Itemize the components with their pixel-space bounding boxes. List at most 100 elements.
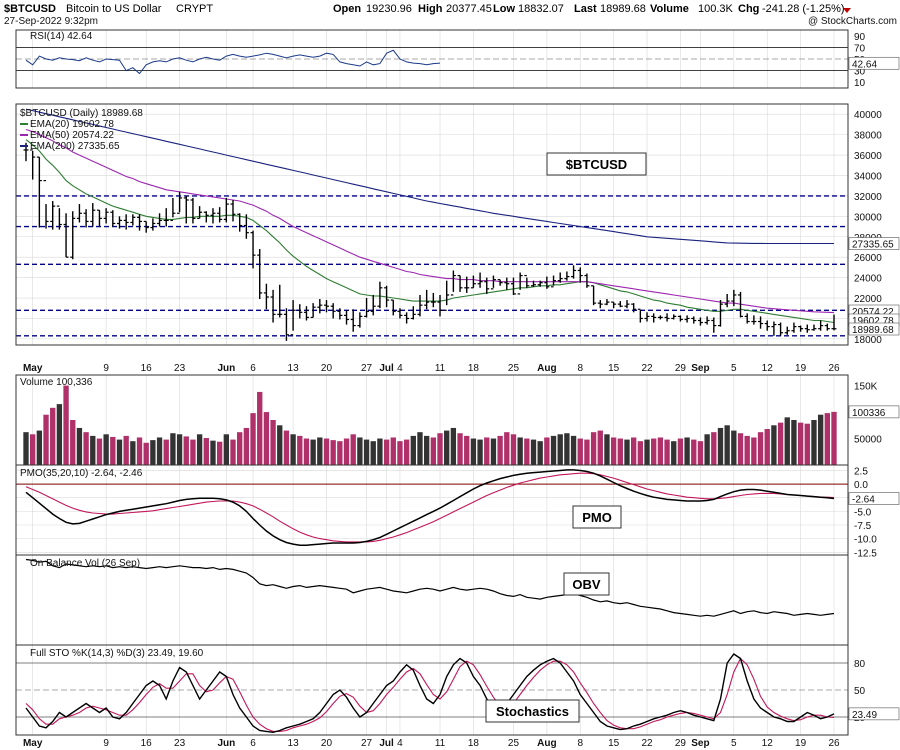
price-ytick: 36000 <box>854 151 882 162</box>
ema-line-0 <box>25 139 835 324</box>
volume-bar <box>437 433 443 465</box>
x-tick-label: 20 <box>321 738 333 749</box>
volume-bar <box>196 434 203 465</box>
volume-bar <box>123 435 129 465</box>
x-tick-label: 23 <box>174 738 186 749</box>
x-tick-label: Jun <box>217 738 235 749</box>
volume-bar <box>610 437 617 465</box>
legend-entry: EMA(50) 20574.22 <box>30 130 114 141</box>
volume-bar <box>83 432 89 465</box>
x-tick-label: 16 <box>141 363 153 374</box>
volume-bar <box>243 427 250 465</box>
rsi-ytick: 90 <box>854 32 866 43</box>
volume-bar <box>383 439 390 465</box>
volume-bar <box>524 438 530 465</box>
low-value: 18832.07 <box>518 3 564 15</box>
x-tick-label: Sep <box>691 738 709 749</box>
volume-bar <box>143 442 149 465</box>
volume-bar <box>544 437 550 465</box>
volume-bar <box>423 435 430 465</box>
x-tick-label: 26 <box>828 363 840 374</box>
price-ytick: 18000 <box>854 335 882 346</box>
volume-bar <box>557 434 563 465</box>
volume-bar <box>724 425 730 465</box>
volume-bar <box>297 435 303 465</box>
volume-bar <box>737 433 744 465</box>
volume-bar <box>190 439 196 465</box>
price-ytick: 38000 <box>854 131 882 142</box>
volume-bar <box>30 434 36 465</box>
volume-bar <box>176 434 183 465</box>
volume-bar <box>116 439 123 465</box>
volume-bar <box>711 432 717 465</box>
volume-bar <box>156 437 163 465</box>
volume-bar <box>484 437 490 465</box>
pmo-ytick: -10.0 <box>854 535 877 546</box>
datetime: 27-Sep-2022 9:32pm <box>4 16 98 27</box>
sto-last-badge-box <box>848 707 900 721</box>
chart-header: $BTCUSD Bitcoin to US Dollar CRYPT 27-Se… <box>4 3 897 27</box>
x-tick-label: 12 <box>762 363 774 374</box>
pmo-label-box: PMO <box>582 510 612 525</box>
volume-panel: Volume 100,336150K100K50000 <box>20 375 882 465</box>
sto-label-box-box <box>485 699 580 723</box>
x-tick-label: Aug <box>537 738 556 749</box>
volume-bar <box>317 437 323 465</box>
x-tick-label: 8 <box>577 738 583 749</box>
x-tick-label: 19 <box>795 738 807 749</box>
volume-bar <box>323 438 330 465</box>
x-tick-label: 9 <box>103 738 109 749</box>
x-tick-label: 27 <box>361 363 373 374</box>
pmo-ytick: -5.0 <box>854 507 872 518</box>
chg-label: Chg <box>738 3 759 15</box>
volume-bar <box>697 441 704 465</box>
volume-title: Volume 100,336 <box>20 377 93 388</box>
rsi-ytick: 70 <box>854 43 866 54</box>
volume-bar <box>751 437 757 465</box>
pmo-signal-line <box>25 472 835 543</box>
sto-panel: Full STO %K(14,3) %D(3) 23.49, 19.60 80 50… <box>16 645 866 735</box>
high-label: High <box>418 3 443 15</box>
volume-bar <box>817 414 824 465</box>
pmo-ytick: -12.5 <box>854 548 877 559</box>
x-tick-label: 27 <box>361 738 373 749</box>
volume-bar <box>283 430 290 465</box>
volume-bar <box>90 435 96 465</box>
volume-bar <box>831 411 837 465</box>
x-tick-label: 6 <box>250 738 256 749</box>
x-tick-label: 6 <box>250 363 256 374</box>
volume-bar <box>110 436 116 465</box>
volume-bar <box>577 438 583 465</box>
volume-bar <box>397 441 403 465</box>
copyright: @ StockCharts.com <box>808 16 897 27</box>
sto-title: Full STO %K(14,3) %D(3) 23.49, 19.60 <box>30 648 204 659</box>
pmo-ytick: 0.0 <box>854 480 868 491</box>
x-tick-label: 13 <box>288 738 300 749</box>
volume-bar <box>337 441 343 465</box>
volume-bar <box>664 439 670 465</box>
volume-bar <box>330 440 336 465</box>
x-tick-label: 26 <box>828 738 840 749</box>
volume-bar <box>56 404 63 465</box>
volume-bar <box>684 437 690 465</box>
pmo-title: PMO(35,20,10) -2.64, -2.46 <box>20 468 143 479</box>
x-axis-bottom: May 9 16 23 Jun 6 13 20 27 Jul 4 11 18 25 Aug 8 15 22 29 Se… <box>23 738 840 749</box>
volume-ytick: 150K <box>854 382 878 393</box>
volume-bar <box>537 441 543 465</box>
volume-bar <box>444 430 450 465</box>
x-tick-label: 20 <box>321 363 333 374</box>
x-tick-label: 25 <box>508 363 520 374</box>
x-tick-label: 29 <box>675 738 687 749</box>
volume-bar <box>771 425 777 465</box>
volume-bar <box>417 432 423 465</box>
price-ytick: 26000 <box>854 253 882 264</box>
x-tick-label: May <box>23 738 43 749</box>
volume-ytick: 50000 <box>854 435 882 446</box>
rsi-last-badge: 42.64 <box>852 59 877 70</box>
down-arrow-icon <box>843 8 851 13</box>
volume-bar <box>477 439 483 465</box>
volume-bar <box>804 423 810 465</box>
pmo-ytick: -7.5 <box>854 521 872 532</box>
